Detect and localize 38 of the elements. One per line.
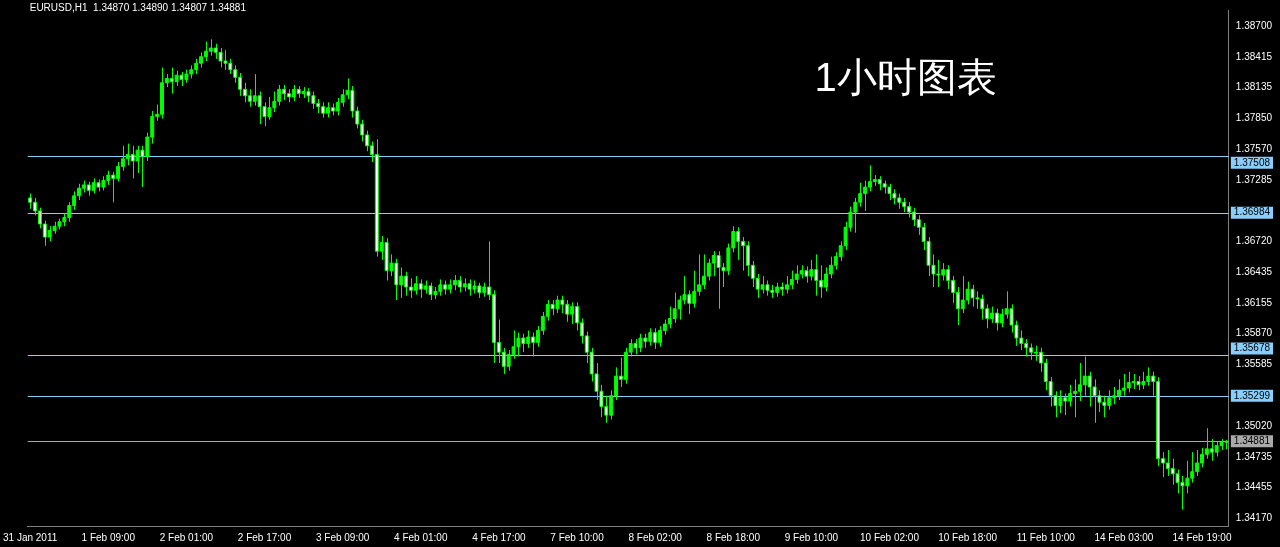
x-tick-label: 3 Feb 09:00 (315, 531, 370, 543)
x-tick-label: 14 Feb 19:00 (1172, 531, 1232, 543)
ref-line-label: 1.35299 (1233, 389, 1271, 401)
x-tick-label: 31 Jan 2011 (3, 531, 58, 543)
x-tick-label: 14 Feb 03:00 (1094, 531, 1154, 543)
ref-line-label: 1.35678 (1233, 342, 1271, 354)
ref-line-label: 1.37508 (1233, 156, 1271, 168)
y-tick-label: 1.36155 (1235, 296, 1273, 308)
x-tick-label: 9 Feb 10:00 (784, 531, 839, 543)
x-tick-label: 2 Feb 01:00 (159, 531, 214, 543)
y-tick-label: 1.37285 (1235, 173, 1273, 185)
x-tick-label: 7 Feb 10:00 (550, 531, 605, 543)
y-tick-label: 1.38135 (1235, 81, 1273, 93)
ref-line-label: 1.36984 (1233, 206, 1271, 218)
y-tick-label: 1.35020 (1235, 419, 1273, 431)
x-tick-label: 10 Feb 18:00 (938, 531, 998, 543)
y-tick-label: 1.36720 (1235, 235, 1273, 247)
x-tick-label: 11 Feb 10:00 (1016, 531, 1076, 543)
annotation: 1小时图表 (814, 55, 997, 100)
y-tick-label: 1.38700 (1235, 20, 1273, 32)
x-tick-label: 8 Feb 18:00 (706, 531, 761, 543)
x-tick-label: 10 Feb 02:00 (860, 531, 920, 543)
chart-title: EURUSD,H1 1.34870 1.34890 1.34807 1.34881 (29, 1, 247, 13)
y-tick-label: 1.35870 (1235, 327, 1273, 339)
x-tick-label: 4 Feb 01:00 (394, 531, 448, 543)
x-tick-label: 1 Feb 09:00 (81, 531, 136, 543)
y-tick-label: 1.37570 (1235, 142, 1273, 154)
ref-line-label: 1.34881 (1233, 434, 1271, 446)
y-tick-label: 1.34735 (1235, 450, 1273, 462)
y-tick-label: 1.34455 (1235, 481, 1273, 493)
y-tick-label: 1.34170 (1235, 512, 1273, 524)
x-tick-label: 2 Feb 17:00 (237, 531, 292, 543)
y-tick-label: 1.37850 (1235, 112, 1273, 124)
y-tick-label: 1.38415 (1235, 51, 1273, 62)
x-tick-label: 4 Feb 17:00 (472, 531, 527, 543)
y-tick-label: 1.36435 (1235, 266, 1273, 278)
x-tick-label: 8 Feb 02:00 (628, 531, 683, 543)
y-tick-label: 1.35585 (1235, 358, 1273, 370)
